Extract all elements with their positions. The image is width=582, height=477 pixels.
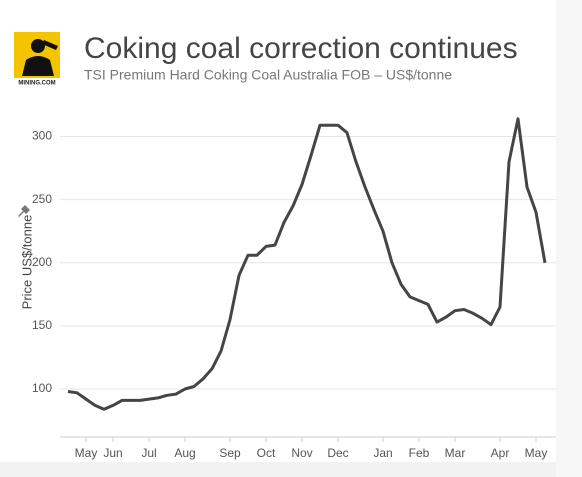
x-tick-label: Jun xyxy=(103,446,122,460)
y-tick-label: 100 xyxy=(32,381,52,395)
y-axis-label: Price US$/tonne xyxy=(19,215,34,310)
x-tick-label: Aug xyxy=(174,446,195,460)
y-tick-label: 150 xyxy=(32,318,52,332)
price-line xyxy=(67,117,547,411)
y-tick-label: 300 xyxy=(32,129,52,143)
x-tick-label: Dec xyxy=(327,446,348,460)
x-tick-label: Apr xyxy=(491,446,510,460)
x-tick-label: Nov xyxy=(291,446,312,460)
logo xyxy=(14,32,60,78)
chart-subtitle: TSI Premium Hard Coking Coal Australia F… xyxy=(84,67,452,83)
x-tick-label: Jul xyxy=(141,446,156,460)
x-tick-label: May xyxy=(75,446,98,460)
pin-icon xyxy=(18,205,30,217)
footer-band xyxy=(0,462,582,477)
x-tick-label: Sep xyxy=(219,446,241,460)
chart-title: Coking coal correction continues xyxy=(84,32,518,65)
x-tick-label: Jan xyxy=(373,446,392,460)
y-tick-label: 200 xyxy=(32,255,52,269)
x-tick-label: Feb xyxy=(409,446,430,460)
x-tick-label: Oct xyxy=(257,446,276,460)
x-tick-label: May xyxy=(525,446,548,460)
side-band xyxy=(556,0,582,477)
logo-text: MINING.COM xyxy=(18,81,55,87)
y-tick-label: 250 xyxy=(32,192,52,206)
x-tick-label: Mar xyxy=(445,446,466,460)
